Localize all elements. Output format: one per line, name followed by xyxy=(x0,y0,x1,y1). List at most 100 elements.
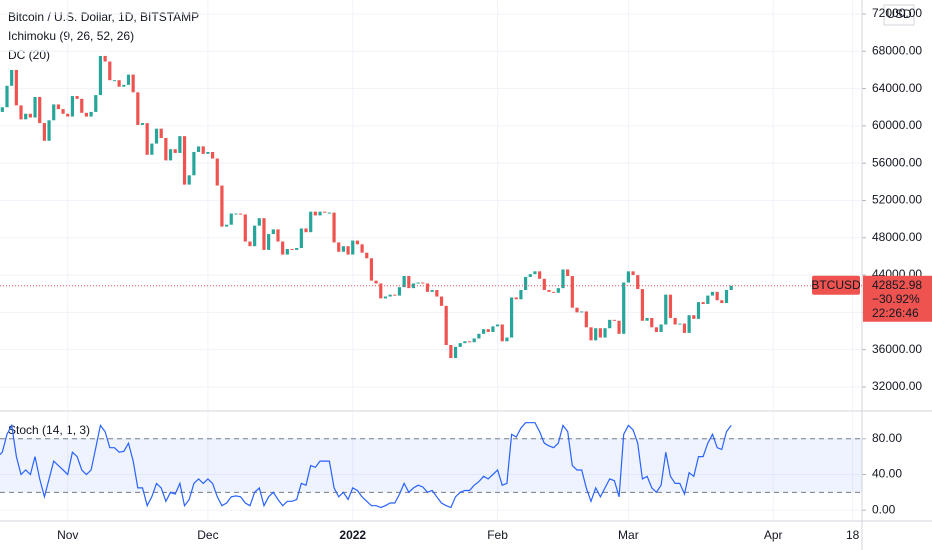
candle xyxy=(594,328,598,341)
candle xyxy=(173,149,177,153)
candle xyxy=(112,80,117,82)
candle xyxy=(224,224,229,227)
candle xyxy=(692,315,696,319)
candle xyxy=(416,282,420,284)
candle xyxy=(103,55,107,62)
candle xyxy=(323,211,327,213)
candle xyxy=(519,289,523,300)
candle xyxy=(444,305,448,346)
indicator-label: Ichimoku (9, 26, 52, 26) xyxy=(8,29,134,43)
candle xyxy=(56,104,61,110)
candle xyxy=(28,113,32,118)
candle xyxy=(126,74,131,85)
candle xyxy=(430,289,434,292)
candle xyxy=(210,151,215,159)
candle xyxy=(664,294,668,325)
candle xyxy=(631,271,635,276)
candle xyxy=(355,240,360,245)
candle xyxy=(495,324,500,327)
candle xyxy=(75,96,79,99)
candle xyxy=(257,218,261,226)
candle xyxy=(38,96,42,124)
candle xyxy=(608,319,612,329)
y-tick-label: 68000.00 xyxy=(872,43,922,57)
candle xyxy=(715,291,719,301)
candle xyxy=(150,143,154,155)
candle xyxy=(570,276,574,308)
candle xyxy=(435,289,439,297)
candle xyxy=(538,271,542,279)
y-tick-label: 36000.00 xyxy=(872,342,922,356)
candle xyxy=(168,149,173,161)
candle xyxy=(626,271,630,283)
candle xyxy=(89,111,93,117)
candle xyxy=(612,319,616,321)
candle xyxy=(486,329,490,332)
candle xyxy=(196,146,201,152)
candle xyxy=(556,288,560,293)
x-tick-label: Mar xyxy=(618,528,639,542)
candle xyxy=(439,296,444,306)
candle xyxy=(285,248,289,255)
candle xyxy=(552,291,556,293)
x-tick-label: 18 xyxy=(846,528,860,542)
candle xyxy=(10,69,14,86)
candle xyxy=(215,158,219,186)
candle xyxy=(299,228,303,249)
candle xyxy=(98,55,103,96)
countdown: 22:26:46 xyxy=(872,306,919,320)
candle xyxy=(720,300,724,304)
x-tick-label: Feb xyxy=(487,528,508,542)
candle xyxy=(397,287,402,296)
indicator-label: Stoch (14, 1, 3) xyxy=(8,423,90,437)
candle xyxy=(514,297,518,300)
candle xyxy=(145,123,149,155)
candle xyxy=(70,96,75,117)
candle xyxy=(383,296,388,299)
candle xyxy=(52,104,56,121)
y-tick-label: 64000.00 xyxy=(872,81,922,95)
candle xyxy=(327,212,331,214)
candle xyxy=(281,241,285,255)
indicator-label: DC (20) xyxy=(8,48,50,62)
price-badge xyxy=(863,275,932,322)
candle xyxy=(248,241,252,247)
candle xyxy=(332,212,336,243)
y-tick-label: 0.00 xyxy=(872,502,896,516)
chart-title: Bitcoin / U.S. Dollar, 1D, BITSTAMP xyxy=(8,10,199,24)
candle xyxy=(0,107,4,112)
candle xyxy=(19,105,23,120)
candle xyxy=(243,214,247,242)
currency-box[interactable] xyxy=(883,4,915,26)
y-tick-label: 52000.00 xyxy=(872,193,922,207)
candle xyxy=(687,315,691,333)
candle xyxy=(407,276,411,289)
candle xyxy=(337,242,341,252)
candle xyxy=(701,302,705,304)
candle xyxy=(108,61,112,81)
candle xyxy=(5,85,9,108)
candle xyxy=(542,278,546,290)
candle xyxy=(154,128,159,144)
y-tick-label: 56000.00 xyxy=(872,155,922,169)
candle xyxy=(603,328,607,338)
candle xyxy=(710,291,715,296)
x-tick-label: 2022 xyxy=(339,528,366,542)
candle xyxy=(682,323,687,333)
candle xyxy=(66,113,70,117)
candle xyxy=(636,275,640,290)
candle xyxy=(678,323,682,325)
symbol-label: BTCUSD xyxy=(811,278,861,292)
candle xyxy=(724,289,729,304)
candle xyxy=(481,329,486,334)
candle xyxy=(122,84,126,87)
candle xyxy=(584,311,588,328)
y-tick-label: 72000.00 xyxy=(872,6,922,20)
y-tick-label: 80.00 xyxy=(872,431,902,445)
currency[interactable]: USD xyxy=(886,7,912,21)
candle xyxy=(696,302,701,319)
candle xyxy=(187,175,191,185)
candle xyxy=(304,228,308,233)
x-tick-label: Nov xyxy=(57,528,78,542)
